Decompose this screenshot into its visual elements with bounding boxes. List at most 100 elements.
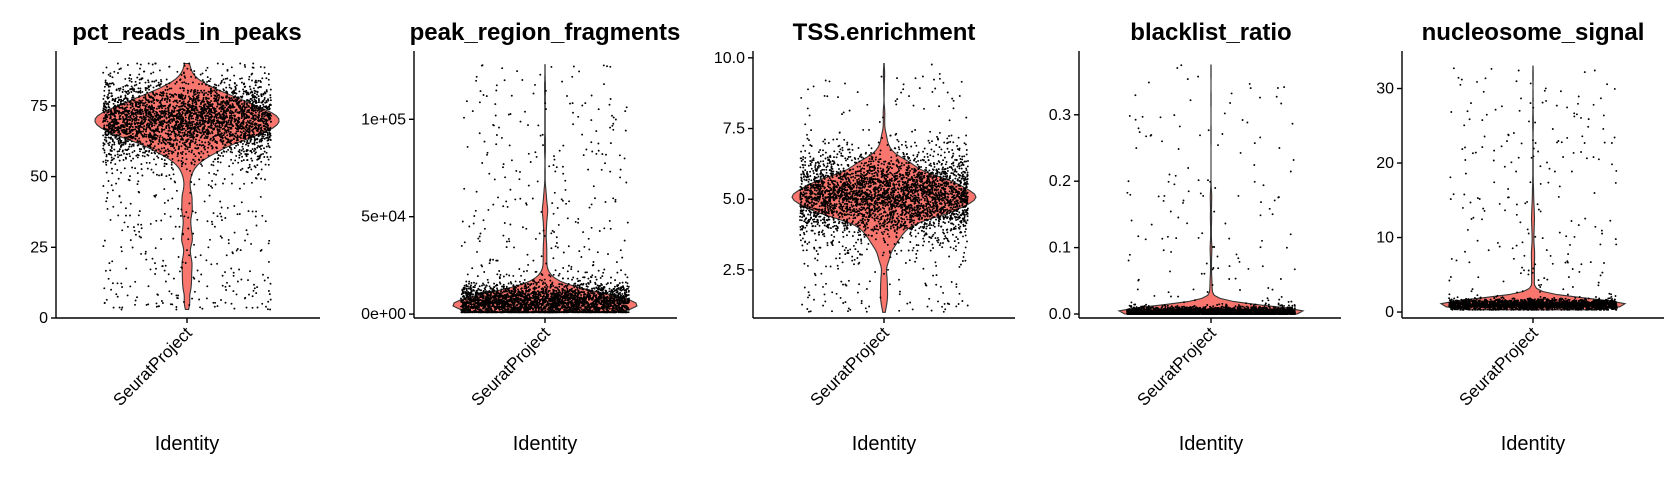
data-point — [266, 139, 269, 142]
data-point — [203, 146, 206, 149]
data-point — [228, 165, 231, 168]
data-point — [228, 146, 231, 148]
data-point — [175, 122, 178, 125]
data-point — [151, 80, 154, 83]
data-point — [245, 148, 248, 151]
data-point — [201, 130, 204, 133]
data-point — [545, 262, 548, 265]
data-point — [188, 254, 191, 257]
data-point — [124, 142, 127, 145]
data-point — [153, 80, 156, 83]
data-point — [235, 118, 238, 121]
data-point — [247, 93, 250, 96]
data-point — [146, 115, 149, 118]
data-point — [230, 142, 232, 145]
data-point — [487, 208, 490, 211]
data-point — [236, 213, 239, 216]
data-point — [190, 68, 192, 71]
data-point — [240, 131, 243, 134]
data-point — [566, 95, 568, 97]
data-point — [252, 116, 255, 118]
data-point — [126, 103, 129, 106]
data-point — [228, 116, 231, 119]
data-point — [236, 103, 239, 106]
data-point — [240, 149, 243, 152]
data-point — [198, 139, 201, 142]
data-point — [609, 126, 612, 129]
data-point — [154, 195, 157, 198]
data-point — [259, 86, 262, 88]
data-point — [127, 90, 129, 93]
data-point — [188, 126, 191, 129]
data-point — [111, 260, 114, 263]
data-point — [116, 153, 119, 156]
x-tick-label: SeuratProject — [110, 323, 196, 409]
data-point — [210, 123, 213, 126]
data-point — [153, 102, 156, 105]
data-point — [107, 84, 110, 87]
data-point — [573, 286, 576, 289]
data-point — [266, 134, 269, 137]
data-point — [163, 137, 166, 140]
data-point — [256, 286, 259, 289]
data-point — [463, 187, 466, 190]
data-point — [553, 158, 556, 161]
data-point — [196, 269, 199, 272]
data-point — [246, 99, 248, 102]
data-point — [502, 166, 504, 169]
data-point — [118, 98, 121, 101]
data-point — [160, 300, 163, 302]
data-point — [208, 194, 211, 197]
data-point — [167, 124, 170, 127]
data-point — [155, 173, 158, 176]
data-point — [168, 149, 171, 152]
data-point — [269, 88, 272, 91]
data-point — [255, 100, 258, 103]
data-point — [176, 126, 179, 128]
data-point — [268, 293, 271, 296]
data-point — [262, 92, 265, 95]
data-point — [175, 143, 178, 146]
data-point — [171, 197, 174, 200]
data-point — [213, 97, 216, 100]
data-point — [204, 117, 207, 120]
data-point — [132, 226, 135, 229]
data-point — [170, 163, 173, 166]
data-point — [218, 113, 221, 115]
data-point — [160, 147, 163, 150]
data-point — [155, 149, 158, 152]
data-point — [142, 122, 145, 124]
data-point — [169, 139, 172, 142]
data-point — [157, 142, 160, 145]
data-point — [189, 124, 192, 127]
data-point — [154, 247, 157, 250]
data-point — [193, 243, 195, 246]
jitter-points — [102, 62, 272, 311]
data-point — [160, 158, 163, 161]
data-point — [206, 102, 209, 104]
data-point — [131, 96, 134, 99]
data-point — [198, 131, 201, 134]
data-point — [121, 123, 124, 126]
data-point — [186, 91, 189, 94]
data-point — [556, 207, 559, 209]
data-point — [242, 159, 245, 162]
data-point — [136, 296, 138, 299]
data-point — [260, 128, 263, 130]
data-point — [117, 105, 120, 108]
data-point — [157, 84, 160, 87]
data-point — [184, 102, 187, 105]
data-point — [236, 247, 239, 250]
data-point — [120, 144, 123, 147]
data-point — [223, 132, 226, 135]
data-point — [117, 122, 120, 125]
data-point — [239, 169, 242, 171]
data-point — [252, 87, 255, 90]
data-point — [228, 123, 231, 126]
data-point — [228, 96, 231, 99]
data-point — [143, 146, 146, 149]
data-point — [257, 128, 259, 131]
data-point — [152, 110, 155, 113]
data-point — [181, 261, 184, 264]
data-point — [128, 152, 131, 155]
